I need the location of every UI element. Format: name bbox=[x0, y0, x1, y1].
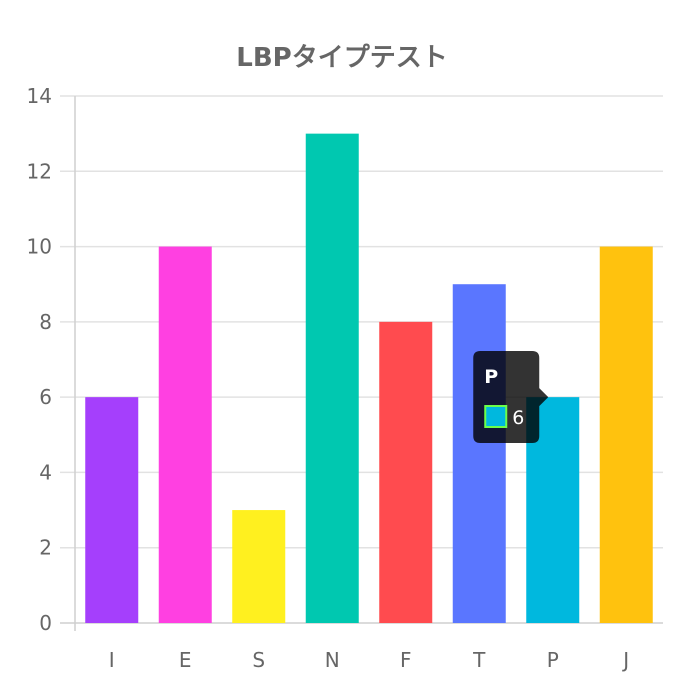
bar-t[interactable] bbox=[452, 284, 506, 623]
x-tick-label: P bbox=[547, 648, 559, 672]
x-tick-label: F bbox=[400, 648, 412, 672]
y-tick-label: 6 bbox=[39, 385, 52, 409]
bars bbox=[85, 133, 653, 624]
x-tick-label: I bbox=[109, 648, 115, 672]
y-tick-label: 10 bbox=[27, 235, 52, 259]
y-tick-label: 4 bbox=[39, 460, 52, 484]
x-tick-label: J bbox=[621, 648, 629, 672]
bar-s[interactable] bbox=[232, 510, 286, 623]
tooltip-box bbox=[473, 351, 549, 443]
tooltip-value: 6 bbox=[512, 407, 524, 429]
tooltip-swatch bbox=[484, 405, 508, 428]
y-tick-label: 12 bbox=[27, 159, 52, 183]
y-tick-label: 0 bbox=[39, 611, 52, 635]
x-tick-label: S bbox=[252, 648, 265, 672]
bar-i[interactable] bbox=[85, 397, 139, 623]
bar-j[interactable] bbox=[599, 246, 653, 624]
bar-f[interactable] bbox=[379, 321, 433, 623]
x-tick-label: T bbox=[472, 648, 486, 672]
y-tick-label: 8 bbox=[39, 310, 52, 334]
y-tick-label: 14 bbox=[27, 84, 52, 108]
tooltip: P6 bbox=[473, 351, 549, 443]
x-tick-label: E bbox=[179, 648, 192, 672]
bar-e[interactable] bbox=[158, 246, 212, 624]
y-tick-label: 2 bbox=[39, 536, 52, 560]
bar-n[interactable] bbox=[305, 133, 359, 623]
y-axis-ticks: 0 2 4 6 8 10 12 14 bbox=[27, 84, 52, 635]
chart-title: LBPタイプテスト bbox=[236, 43, 447, 73]
tooltip-title: P bbox=[484, 366, 498, 388]
x-tick-label: N bbox=[325, 648, 340, 672]
